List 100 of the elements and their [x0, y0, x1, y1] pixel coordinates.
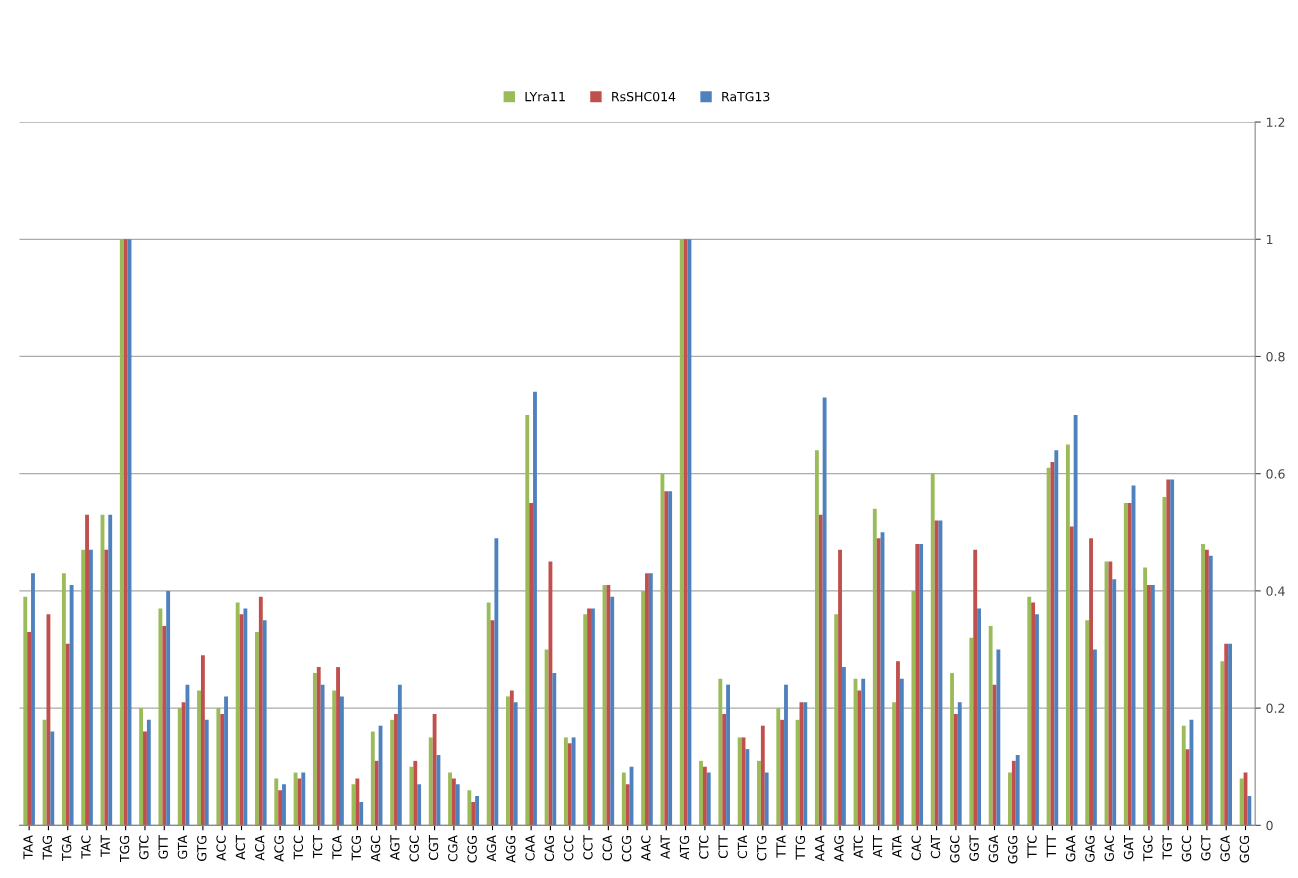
bar — [841, 667, 846, 826]
x-tick-label: AAC — [641, 835, 651, 861]
bar — [988, 626, 993, 826]
x-tick-label: CAC — [911, 835, 921, 861]
bar — [1239, 778, 1244, 826]
bar — [1035, 614, 1039, 826]
x-tick-label: TCA — [332, 835, 342, 860]
bar — [621, 772, 626, 826]
bar — [606, 585, 611, 826]
bar — [235, 602, 240, 826]
x-tick-label: GAT — [1123, 835, 1134, 860]
x-tick-label: TAG — [42, 836, 53, 860]
bar — [1162, 497, 1167, 826]
bar — [699, 760, 703, 826]
bar — [683, 239, 688, 826]
bar — [428, 737, 433, 826]
bar — [301, 772, 306, 826]
bar — [1073, 415, 1078, 826]
bar — [1031, 602, 1036, 826]
x-tick-label: TTG — [795, 836, 806, 860]
x-tick-label: ATT — [873, 835, 883, 858]
x-tick-label: CCA — [602, 835, 612, 861]
bar — [1220, 661, 1225, 826]
bar — [332, 690, 337, 826]
bar — [69, 585, 74, 826]
x-tick-label: GCC — [1181, 835, 1192, 862]
bar — [679, 239, 684, 826]
bar — [776, 708, 781, 826]
bar — [123, 239, 128, 826]
x-tick-label: TCC — [293, 835, 304, 860]
legend-label: RsSHC014 — [612, 91, 676, 102]
bar — [204, 719, 209, 826]
legend-label: RaTG13 — [722, 91, 770, 102]
bar — [104, 549, 109, 826]
bar — [706, 772, 711, 826]
x-tick-label: TTC — [1027, 835, 1037, 859]
x-tick-label: CAT — [930, 835, 941, 859]
x-tick-label: GTC — [139, 835, 149, 860]
bar — [722, 713, 727, 826]
bar — [397, 684, 402, 826]
x-tick-label: GTA — [177, 835, 188, 859]
bar — [861, 678, 866, 826]
y-tick-label: 0.2 — [1266, 703, 1285, 714]
bar — [1208, 555, 1213, 826]
bar — [814, 450, 819, 826]
y-tick-label: 1.2 — [1266, 117, 1285, 127]
bar — [451, 778, 456, 826]
bar — [31, 573, 35, 826]
y-tick-label: 0.4 — [1266, 586, 1285, 596]
bar — [668, 491, 673, 826]
x-tick-label: GGA — [988, 835, 999, 863]
x-tick-label: CAA — [525, 835, 535, 861]
bar — [957, 702, 962, 826]
bar — [1143, 567, 1148, 826]
x-tick-label: GTT — [158, 835, 168, 859]
bar — [220, 713, 225, 826]
x-tick-label: ACT — [235, 835, 246, 860]
bar — [610, 596, 615, 826]
bar — [42, 719, 47, 826]
bar — [197, 690, 201, 826]
x-tick-label: GCA — [1220, 835, 1230, 862]
bar — [590, 608, 595, 826]
bar — [552, 672, 557, 826]
x-tick-label: TCG — [351, 836, 361, 861]
bar — [911, 590, 916, 826]
bar — [355, 778, 360, 826]
x-tick-label: TAC — [81, 835, 91, 859]
bar — [1170, 479, 1175, 826]
bar — [996, 649, 1001, 826]
bar — [977, 608, 981, 826]
bar — [915, 544, 920, 826]
bar — [1247, 796, 1252, 826]
x-tick-label: GGG — [1007, 836, 1018, 864]
x-tick-label: GCT — [1201, 835, 1211, 861]
x-tick-label: AAT — [660, 835, 670, 860]
bar — [764, 772, 769, 826]
bar — [1181, 725, 1186, 826]
bar — [1228, 643, 1232, 826]
bar — [162, 626, 167, 826]
bar — [857, 690, 862, 826]
bar — [1015, 754, 1020, 826]
bar — [834, 614, 839, 826]
bar — [973, 549, 978, 826]
x-tick-label: ATC — [853, 835, 863, 859]
bar — [702, 766, 707, 826]
bar — [108, 514, 113, 826]
bar — [571, 737, 576, 826]
x-tick-label: GCG — [1239, 836, 1250, 863]
x-tick-label: TAT — [100, 835, 110, 857]
bar — [780, 719, 785, 826]
bar — [258, 596, 263, 826]
x-tick-label: ACA — [254, 835, 265, 861]
x-tick-label: CGT — [428, 835, 439, 860]
bar — [583, 614, 588, 826]
y-tick-label: 0.8 — [1266, 351, 1285, 362]
y-tick-label: 1 — [1266, 234, 1273, 244]
bar — [27, 631, 32, 826]
x-tick-label: GGT — [969, 835, 979, 861]
x-tick-label: CGC — [409, 835, 419, 862]
bar — [50, 731, 55, 826]
